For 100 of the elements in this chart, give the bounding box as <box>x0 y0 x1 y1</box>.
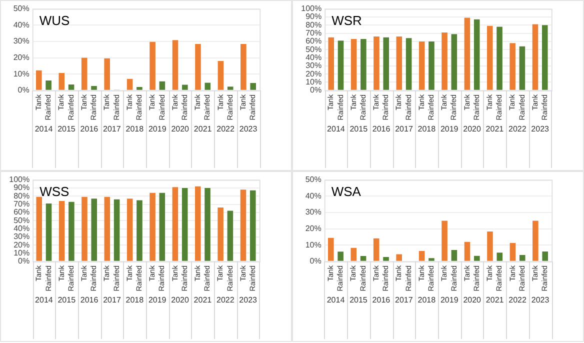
x-tick-label: 2015 <box>350 124 368 134</box>
x-tick-label: 2018 <box>126 295 144 304</box>
y-tick-label: 0% <box>310 86 322 95</box>
bar <box>464 242 470 261</box>
x-tick-label: 2020 <box>463 295 482 304</box>
bar <box>373 238 380 261</box>
bar <box>383 256 389 261</box>
bar <box>428 258 434 261</box>
bar <box>150 42 156 90</box>
bar <box>510 43 516 90</box>
x-tick-label: 2017 <box>395 124 414 134</box>
bar <box>496 252 503 261</box>
x-tick-label: 2022 <box>216 124 235 134</box>
bar <box>68 202 74 261</box>
y-tick-label: 40% <box>306 52 322 62</box>
x-tick-label: 2021 <box>194 124 212 134</box>
bar <box>46 203 52 261</box>
bar <box>114 199 120 261</box>
bar <box>396 36 402 90</box>
x-tick-label: 2019 <box>440 124 459 134</box>
x-tick-label: 2022 <box>216 295 235 304</box>
x-tick-label: 2019 <box>148 124 167 134</box>
bar <box>82 196 88 261</box>
bar <box>36 196 42 261</box>
x-tick-label: 2022 <box>508 124 527 134</box>
x-tick-label: 2016 <box>80 124 99 134</box>
x-tick-label: 2017 <box>103 295 122 304</box>
bar <box>91 198 98 261</box>
bar <box>159 192 166 261</box>
bar <box>126 198 133 261</box>
x-tick-label: 2014 <box>327 124 346 134</box>
y-tick-label: 50% <box>13 4 30 14</box>
bar <box>487 232 493 261</box>
x-tick-label: 2020 <box>463 124 482 134</box>
y-tick-label: 30% <box>305 208 322 217</box>
y-tick-label: 40% <box>305 191 322 200</box>
bar <box>406 38 412 90</box>
y-tick-label: 40% <box>13 20 30 30</box>
y-tick-label: 20% <box>306 69 322 78</box>
bar <box>250 83 256 90</box>
x-tick-label: 2021 <box>486 295 504 304</box>
y-tick-label: 10% <box>305 240 322 250</box>
y-tick-label: 50% <box>14 216 30 225</box>
bar <box>496 26 502 90</box>
bar <box>227 86 234 90</box>
x-tick-label: 2023 <box>239 295 258 304</box>
bar <box>474 256 480 261</box>
y-tick-label: 40% <box>14 224 30 233</box>
x-tick-label: 2017 <box>395 295 414 304</box>
x-tick-label: 2016 <box>372 124 391 134</box>
y-tick-label: 70% <box>14 199 30 208</box>
x-tick-label: 2020 <box>171 124 190 134</box>
x-tick-label: 2018 <box>418 124 436 134</box>
bar <box>240 44 246 90</box>
bar <box>91 86 97 90</box>
bar <box>418 250 425 261</box>
bar <box>532 220 538 261</box>
x-tick-label: 2019 <box>440 295 459 304</box>
bar <box>350 38 357 90</box>
bar <box>182 188 188 261</box>
x-tick-label: 2021 <box>194 295 212 304</box>
chart-title: WUS <box>39 12 70 28</box>
bar <box>218 61 224 90</box>
x-tick-label: 2023 <box>239 124 258 134</box>
bar <box>136 200 142 261</box>
y-tick-label: 90% <box>306 12 322 22</box>
y-tick-label: 0% <box>310 256 322 266</box>
x-tick-label: 2015 <box>58 124 76 134</box>
x-tick-label: 2015 <box>58 295 76 304</box>
y-tick-label: 90% <box>14 183 30 192</box>
bar <box>464 18 470 90</box>
bar <box>104 58 110 90</box>
bar <box>428 41 434 90</box>
bar <box>532 24 538 90</box>
y-tick-label: 50% <box>306 44 322 54</box>
x-tick-label: 2014 <box>326 295 346 304</box>
bar <box>418 41 425 90</box>
bar <box>338 252 344 261</box>
y-tick-label: 20% <box>305 224 322 233</box>
bar <box>58 72 65 90</box>
x-tick-label: 2023 <box>531 295 550 304</box>
bar <box>172 187 178 261</box>
y-tick-label: 80% <box>306 20 322 30</box>
bar <box>172 40 178 90</box>
x-tick-label: 2018 <box>418 295 436 304</box>
bar <box>104 196 110 261</box>
y-tick-label: 30% <box>306 61 322 70</box>
bar <box>383 37 390 90</box>
bar <box>442 220 448 261</box>
bar <box>195 44 201 90</box>
bar <box>46 80 52 90</box>
bar <box>36 70 42 90</box>
x-tick-label: 2014 <box>34 124 54 134</box>
bar <box>218 208 224 261</box>
y-tick-label: 70% <box>306 28 322 38</box>
x-tick-label: 2020 <box>171 295 190 304</box>
bar <box>81 58 88 90</box>
y-tick-label: 0% <box>18 86 30 95</box>
x-tick-label: 2017 <box>103 124 122 134</box>
bar <box>451 34 458 90</box>
